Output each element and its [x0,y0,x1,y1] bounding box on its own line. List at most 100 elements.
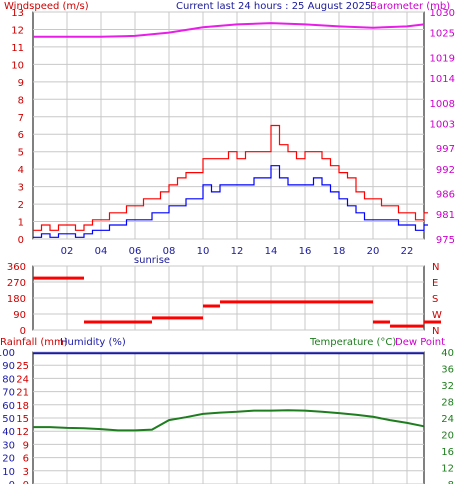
direction-mark [339,300,356,304]
panel1-ytick-right: 1025 [430,29,455,40]
rainfall-label: Rainfall (mm) [0,337,68,348]
direction-mark [33,276,50,280]
panel1-ytick-left: 4 [18,165,24,176]
panel1-ytick-left: 5 [18,148,24,159]
panel2-ytick-right: N [432,262,439,273]
panel3-ytick-rain: 25 [16,361,29,372]
direction-mark [322,300,339,304]
panel3-ytick-humidity: 40 [2,427,15,438]
panel3-ytick-humidity: 50 [2,414,15,425]
sunrise-annotation: sunrise [134,255,170,266]
panel1-ytick-right: 992 [436,165,455,176]
direction-mark [203,304,220,308]
panel1-ytick-left: 2 [18,200,24,211]
direction-mark [288,300,305,304]
panel2-ytick-left: 90 [13,310,26,321]
panel3-ytick-temp: 36 [441,365,454,376]
panel1-ytick-right: 975 [436,235,455,246]
panel1-ytick-right: 1003 [430,119,455,130]
barometer-label: Barometer (mb) [370,1,450,12]
panel1-frame [32,11,425,240]
panel1-ytick-right: 986 [436,190,455,201]
panel2-ytick-left: 0 [20,326,26,337]
direction-mark [271,300,288,304]
direction-mark [67,276,84,280]
panel3-ytick-temp: 32 [441,381,454,392]
panel1-ytick-right: 1014 [430,74,455,85]
panel3-ytick-rain: 3 [23,467,29,478]
panel3-ytick-humidity: 90 [2,361,15,372]
panel1-ytick-left: 6 [18,130,24,141]
current-label: Current last 24 hours : 25 August 2025 [176,1,371,12]
panel1-xtick: 16 [299,246,312,257]
series-barometer [33,22,425,38]
panel3-ytick-humidity: 100 [0,348,15,359]
panel1-xtick: 02 [61,246,74,257]
dewpoint-label: Dew Point [395,337,445,348]
panel3-ytick-rain: 0 [23,480,29,484]
panel1-ytick-right: 1030 [430,8,455,19]
panel2-ytick-left: 270 [7,278,26,289]
panel1-ytick-left: 10 [11,60,24,71]
panel2-ytick-left: 180 [7,294,26,305]
panel3-ytick-temp: 12 [441,464,454,475]
direction-mark [50,276,67,280]
panel1-ytick-left: 8 [18,95,24,106]
panel1-xtick: 08 [163,246,176,257]
direction-mark [373,320,390,324]
panel1-xtick: 06 [129,246,142,257]
panel3-ytick-humidity: 20 [2,454,15,465]
panel1-ytick-left: 11 [11,43,24,54]
panel3-ytick-rain: 24 [16,374,29,385]
panel3-ytick-humidity: 70 [2,388,15,399]
panel3-ytick-rain: 21 [16,388,29,399]
direction-mark [118,320,135,324]
panel3-ytick-rain: 15 [16,414,29,425]
direction-mark [169,316,186,320]
panel1-ytick-left: 0 [18,235,24,246]
panel3-ytick-rain: 12 [16,427,29,438]
panel1-ytick-left: 12 [11,25,24,36]
panel3-ytick-humidity: 30 [2,440,15,451]
panel3-ytick-rain: 6 [23,454,29,465]
panel3-ytick-humidity: 80 [2,374,15,385]
panel3-ytick-rain: 9 [23,440,29,451]
panel1-ytick-right: 1019 [430,53,455,64]
panel3-ytick-temp: 28 [441,398,454,409]
panel1-ytick-left: 3 [18,183,24,194]
panel2-ytick-left: 360 [7,262,26,273]
direction-mark [407,324,424,328]
panel2-ytick-right: S [432,294,438,305]
direction-mark [254,300,271,304]
panel1-xtick: 18 [333,246,346,257]
panel1-xtick: 22 [401,246,414,257]
panel1-ytick-right: 1008 [430,99,455,110]
panel3-ytick-temp: 20 [441,431,454,442]
series-wind [33,165,428,238]
panel1-ytick-left: 7 [18,113,24,124]
panel1-ytick-left: 13 [11,8,24,19]
series-gust [33,124,428,231]
temperature-label: Temperature (°C) [309,337,396,348]
direction-mark [390,324,407,328]
panel2-ytick-right: E [432,278,438,289]
panel1-xtick: 14 [265,246,278,257]
panel1-ytick-right: 981 [436,210,455,221]
direction-mark [356,300,373,304]
direction-mark [237,300,254,304]
panel1-ytick-left: 9 [18,78,24,89]
panel3-ytick-humidity: 60 [2,401,15,412]
panel1-xtick: 12 [231,246,244,257]
series-temperature [33,409,425,432]
panel1-xtick: 20 [367,246,380,257]
panel1-ytick-right: 997 [436,144,455,155]
panel3-ytick-humidity: 0 [9,480,15,484]
direction-mark [84,320,101,324]
panel3-ytick-temp: 24 [441,414,454,425]
panel3-ytick-temp: 16 [441,447,454,458]
direction-mark [305,300,322,304]
direction-mark [101,320,118,324]
panel2-ytick-right: N [432,326,439,337]
direction-mark [135,320,152,324]
